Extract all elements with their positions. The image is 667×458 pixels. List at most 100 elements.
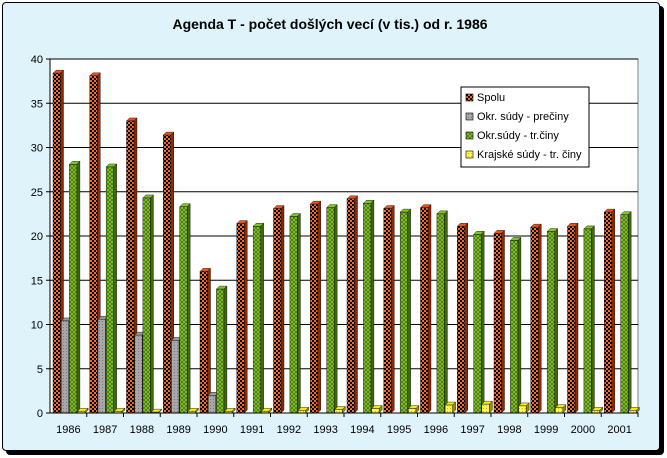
bar (326, 207, 335, 414)
x-tick-label: 1994 (350, 424, 374, 436)
bar (436, 213, 445, 414)
bar (473, 234, 482, 414)
bar (363, 203, 372, 414)
bar-side (354, 195, 358, 414)
bar-side (427, 204, 432, 414)
x-tick-label: 1999 (534, 424, 558, 436)
bar-side (186, 203, 191, 414)
bar (142, 197, 151, 414)
bar (546, 231, 555, 414)
bar (134, 334, 143, 414)
y-tick-label: 25 (31, 187, 43, 199)
bar (52, 72, 61, 414)
bar-side (517, 236, 522, 414)
bar-side (444, 210, 448, 414)
bar (163, 134, 171, 414)
y-tick-label: 10 (31, 320, 43, 332)
y-tick-label: 40 (31, 54, 43, 66)
bar (510, 240, 519, 414)
bar-side (150, 194, 154, 414)
x-tick-label: 1996 (424, 424, 448, 436)
legend-label: Spolu (477, 92, 505, 104)
bar (346, 198, 355, 414)
bar (236, 223, 245, 414)
bar (604, 211, 612, 414)
x-tick-label: 1992 (277, 424, 301, 436)
legend-swatch (465, 93, 474, 102)
bar-side (244, 220, 248, 414)
bar (199, 271, 208, 414)
x-tick-label: 1990 (203, 424, 227, 436)
x-tick-label: 1988 (130, 424, 154, 436)
bar (583, 228, 592, 414)
bar (555, 407, 564, 414)
y-tick-label: 35 (31, 98, 43, 110)
bar (334, 409, 343, 414)
legend-label: Krajské súdy - tr. činy (477, 149, 582, 161)
y-tick-label: 30 (31, 143, 43, 155)
x-tick-label: 1986 (56, 424, 80, 436)
y-axis: 0 5 10 15 20 25 30 35 40 (31, 54, 50, 420)
bar (105, 166, 114, 414)
bar-side (333, 204, 338, 414)
bar (179, 206, 188, 414)
bar (89, 75, 98, 414)
bar-side (480, 230, 485, 414)
legend-swatch (465, 112, 474, 121)
legend-swatch (465, 131, 474, 140)
bar (457, 226, 465, 414)
x-tick-label: 1993 (313, 424, 337, 436)
bar (207, 395, 216, 414)
bar-side (260, 222, 264, 414)
bar (530, 226, 539, 414)
x-tick-label: 2001 (607, 424, 631, 436)
bar-side (317, 200, 321, 414)
bar-side (501, 229, 505, 414)
bar-side (591, 225, 595, 414)
bar-side (464, 222, 468, 414)
bar-side (370, 199, 375, 414)
bar (518, 405, 527, 414)
y-tick-label: 20 (31, 231, 43, 243)
legend: Spolu Okr. súdy - prečiny Okr.súdy - tr.či… (460, 86, 590, 168)
bar (69, 164, 78, 414)
bar-side (391, 205, 395, 414)
bar (408, 408, 417, 414)
legend-box (460, 86, 590, 168)
x-tick-label: 1995 (387, 424, 411, 436)
bar (493, 233, 502, 414)
x-tick-label: 1987 (93, 424, 117, 436)
bar (620, 214, 629, 414)
bar-side (76, 160, 81, 414)
bar (61, 320, 69, 414)
bar-side (538, 223, 542, 414)
bar (444, 404, 453, 414)
bar-side (611, 208, 615, 414)
bar (567, 226, 576, 414)
legend-label: Okr.súdy - tr.činy (477, 130, 559, 142)
x-tick-label: 2000 (571, 424, 595, 436)
bar-side (280, 205, 285, 414)
bar-side (223, 285, 228, 414)
bars (52, 69, 640, 414)
bar (481, 403, 490, 414)
bar (310, 203, 318, 414)
x-tick-label: 1991 (240, 424, 264, 436)
legend-label: Okr. súdy - prečiny (477, 111, 569, 123)
bar (289, 216, 298, 414)
y-tick-label: 0 (37, 408, 43, 420)
bar (126, 120, 135, 414)
y-tick-label: 15 (31, 275, 43, 287)
bar-side (113, 163, 117, 414)
x-tick-label: 1989 (166, 424, 190, 436)
bar-side (407, 208, 411, 414)
legend-swatch (465, 150, 474, 159)
x-tick-label: 1998 (497, 424, 521, 436)
x-tick-label: 1997 (460, 424, 484, 436)
bar-side (207, 267, 211, 414)
bar-side (574, 222, 579, 414)
bar (273, 208, 282, 414)
x-axis: 1986 1987 1988 1989 1990 1991 1992 1993 1994 1995… (56, 413, 639, 436)
bar-side (297, 213, 301, 414)
